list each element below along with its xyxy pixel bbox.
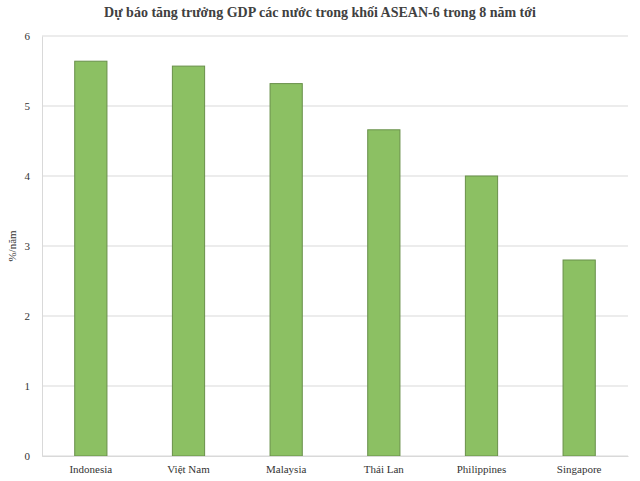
x-tick-label: Việt Nam <box>167 463 210 475</box>
plot: 0 1 2 3 4 5 6 Indonesia Việt Nam Malaysia Thái Lan… <box>25 30 629 475</box>
y-tick: 1 <box>25 380 43 392</box>
y-tick-label: 4 <box>25 170 31 182</box>
bar <box>172 66 204 456</box>
y-axis-line <box>42 37 43 457</box>
bars <box>75 61 596 456</box>
y-tick-label: 6 <box>25 30 31 42</box>
x-axis-line <box>43 456 629 457</box>
bar <box>75 61 107 456</box>
bar <box>563 260 595 456</box>
grid-line <box>42 386 628 387</box>
x-tick-label: Philippines <box>457 463 507 475</box>
y-tick-label: 2 <box>25 310 31 322</box>
x-tick: Singapore <box>557 456 602 475</box>
bar <box>465 176 497 456</box>
x-tick: Việt Nam <box>167 456 210 475</box>
y-tick-label: 1 <box>25 380 31 392</box>
y-axis: 0 1 2 3 4 5 6 <box>25 30 43 462</box>
y-tick: 2 <box>25 310 43 322</box>
x-tick-label: Singapore <box>557 463 602 475</box>
x-axis: Indonesia Việt Nam Malaysia Thái Lan Philipp… <box>43 456 629 475</box>
y-tick: 0 <box>25 450 43 462</box>
y-tick: 3 <box>25 240 43 252</box>
grid-line <box>42 316 628 317</box>
grid-line <box>42 246 628 247</box>
bar <box>270 84 302 456</box>
x-tick: Indonesia <box>69 456 112 475</box>
x-tick: Thái Lan <box>364 456 405 475</box>
y-tick: 4 <box>25 170 43 182</box>
x-tick: Malaysia <box>266 456 306 475</box>
y-tick-label: 5 <box>25 100 31 112</box>
y-axis-title: %/năm <box>6 230 18 262</box>
chart: 0 1 2 3 4 5 6 Indonesia Việt Nam Malaysia Thái Lan… <box>0 0 640 481</box>
x-tick: Philippines <box>457 456 507 475</box>
x-tick-label: Malaysia <box>266 463 306 475</box>
grid-line <box>42 176 628 177</box>
y-tick: 6 <box>25 30 43 42</box>
x-tick-label: Thái Lan <box>364 463 405 475</box>
y-tick-label: 3 <box>25 240 31 252</box>
title: Dự báo tăng trưởng GDP các nước trong kh… <box>104 5 536 20</box>
y-tick: 5 <box>25 100 43 112</box>
y-tick-label: 0 <box>25 450 31 462</box>
grid-line <box>42 106 628 107</box>
grid-line <box>42 36 628 37</box>
grid <box>42 36 628 456</box>
grid-line <box>42 456 628 457</box>
bar <box>368 130 400 456</box>
x-tick-label: Indonesia <box>69 463 112 475</box>
